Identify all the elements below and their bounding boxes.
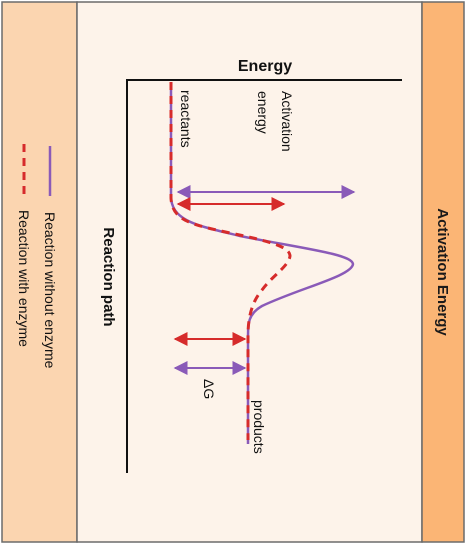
left-panel <box>1 1 78 543</box>
delta-g-label: ΔG <box>201 379 217 399</box>
legend-label-without-enzyme: Reaction without enzyme <box>42 212 58 369</box>
side-panel-title: Activation Energy <box>434 208 451 336</box>
activation-energy-label-line1: Activation <box>279 91 295 152</box>
curve-without-enzyme <box>169 82 355 444</box>
reactants-label: reactants <box>178 90 194 148</box>
curve-with-enzyme <box>169 82 292 440</box>
center-panel <box>76 1 423 543</box>
right-panel <box>421 1 465 543</box>
energy-axis-label: Energy <box>238 58 292 75</box>
activation-energy-label-line2: energy <box>255 91 271 134</box>
legend-label-with-enzyme: Reaction with enzyme <box>16 210 32 347</box>
reaction-path-label: Reaction path <box>100 227 117 326</box>
legend: Reaction without enzyme Reaction with en… <box>16 144 58 369</box>
products-label: products <box>251 400 267 454</box>
